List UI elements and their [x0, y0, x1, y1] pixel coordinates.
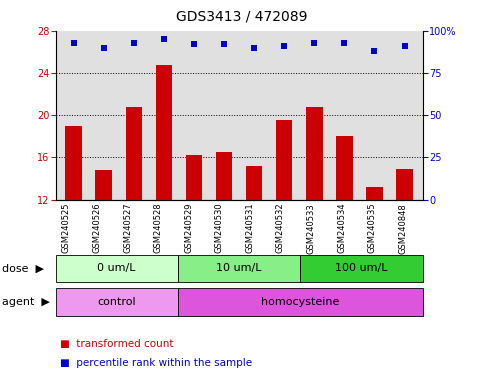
Bar [366, 187, 383, 200]
Bar [306, 107, 323, 200]
Point [250, 45, 258, 51]
Text: GSM240534: GSM240534 [337, 203, 346, 253]
Text: GSM240532: GSM240532 [276, 203, 285, 253]
Bar [96, 170, 112, 200]
Text: GSM240526: GSM240526 [92, 203, 101, 253]
Text: control: control [98, 297, 136, 307]
Text: 0 um/L: 0 um/L [98, 263, 136, 273]
Point [70, 40, 77, 46]
Text: GDS3413 / 472089: GDS3413 / 472089 [176, 10, 307, 23]
Text: ■  percentile rank within the sample: ■ percentile rank within the sample [60, 358, 253, 368]
Point [280, 43, 288, 49]
Point [130, 40, 138, 46]
Point [341, 40, 348, 46]
Bar [336, 136, 353, 200]
Text: homocysteine: homocysteine [261, 297, 340, 307]
Point [100, 45, 108, 51]
Bar [396, 169, 413, 200]
Text: GSM240533: GSM240533 [307, 203, 315, 253]
Bar [216, 152, 232, 200]
Bar [126, 107, 142, 200]
Point [311, 40, 318, 46]
Bar [65, 126, 82, 200]
Text: GSM240531: GSM240531 [245, 203, 255, 253]
Text: GSM240530: GSM240530 [215, 203, 224, 253]
Point [220, 41, 228, 47]
Text: GSM240529: GSM240529 [184, 203, 193, 253]
Text: GSM240527: GSM240527 [123, 203, 132, 253]
Point [190, 41, 198, 47]
Text: GSM240535: GSM240535 [368, 203, 377, 253]
Bar [156, 65, 172, 200]
Text: dose  ▶: dose ▶ [2, 263, 44, 273]
Point [401, 43, 409, 49]
Text: 10 um/L: 10 um/L [216, 263, 262, 273]
Text: GSM240528: GSM240528 [154, 203, 163, 253]
Bar [185, 156, 202, 200]
Point [160, 36, 168, 42]
Text: 100 um/L: 100 um/L [335, 263, 388, 273]
Bar [276, 121, 293, 200]
Text: GSM240525: GSM240525 [62, 203, 71, 253]
Bar [246, 166, 262, 200]
Text: GSM240848: GSM240848 [398, 203, 407, 253]
Text: agent  ▶: agent ▶ [2, 297, 50, 307]
Point [370, 48, 378, 54]
Text: ■  transformed count: ■ transformed count [60, 339, 174, 349]
